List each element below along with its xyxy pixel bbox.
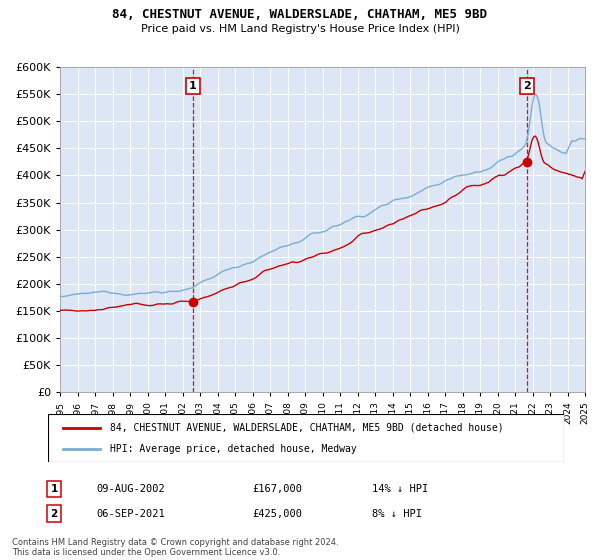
Text: 2: 2	[50, 508, 58, 519]
Text: £425,000: £425,000	[252, 508, 302, 519]
Text: 06-SEP-2021: 06-SEP-2021	[96, 508, 165, 519]
Text: 84, CHESTNUT AVENUE, WALDERSLADE, CHATHAM, ME5 9BD: 84, CHESTNUT AVENUE, WALDERSLADE, CHATHA…	[113, 8, 487, 21]
Text: 2: 2	[523, 81, 531, 91]
Text: Price paid vs. HM Land Registry's House Price Index (HPI): Price paid vs. HM Land Registry's House …	[140, 24, 460, 34]
Text: 8% ↓ HPI: 8% ↓ HPI	[372, 508, 422, 519]
Text: Contains HM Land Registry data © Crown copyright and database right 2024.
This d: Contains HM Land Registry data © Crown c…	[12, 538, 338, 557]
Text: 84, CHESTNUT AVENUE, WALDERSLADE, CHATHAM, ME5 9BD (detached house): 84, CHESTNUT AVENUE, WALDERSLADE, CHATHA…	[110, 423, 503, 433]
Text: 14% ↓ HPI: 14% ↓ HPI	[372, 484, 428, 494]
Text: HPI: Average price, detached house, Medway: HPI: Average price, detached house, Medw…	[110, 444, 356, 454]
Text: 1: 1	[50, 484, 58, 494]
Text: 09-AUG-2002: 09-AUG-2002	[96, 484, 165, 494]
Text: £167,000: £167,000	[252, 484, 302, 494]
Text: 1: 1	[189, 81, 197, 91]
